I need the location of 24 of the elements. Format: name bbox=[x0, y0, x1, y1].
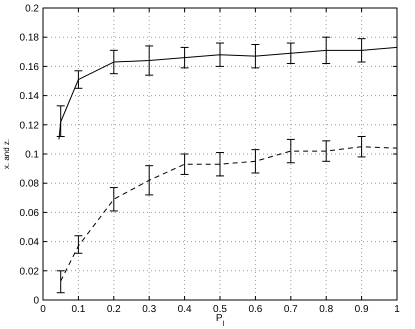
y-tick-label: 0.1 bbox=[25, 150, 40, 160]
y-tick-label: 0.18 bbox=[20, 32, 40, 44]
x-tick-label: 0.7 bbox=[284, 304, 298, 315]
y-axis-title: x. and z. bbox=[2, 138, 11, 170]
y-tick-label: 0 bbox=[33, 296, 40, 306]
y-tick-label: 0.06 bbox=[20, 208, 40, 219]
x-tick-label: 0.4 bbox=[178, 304, 192, 315]
x-tick-label: 0.3 bbox=[142, 304, 157, 315]
x-tick-label: 0 bbox=[40, 304, 46, 315]
x-tick-label: 0.5 bbox=[213, 304, 228, 315]
y-tick-label: 0.2 bbox=[25, 4, 40, 14]
y-tick-label: 0.14 bbox=[20, 91, 40, 102]
y-tick-label: 0.12 bbox=[20, 120, 40, 132]
y-tick-label: 0.08 bbox=[20, 178, 40, 190]
x-axis-title: P$_{l}$ bbox=[216, 313, 224, 328]
y-tick-label: 0.16 bbox=[20, 62, 40, 73]
x-tick-label: 0.6 bbox=[248, 304, 263, 315]
y-tick-label: 0.04 bbox=[20, 237, 40, 248]
x-tick-label: 0.8 bbox=[319, 304, 334, 315]
x-tick-label: 0.9 bbox=[354, 304, 369, 315]
y-tick-label: 0.02 bbox=[20, 266, 40, 278]
x-tick-label: 1 bbox=[394, 304, 400, 315]
x-tick-label: 0.2 bbox=[106, 304, 122, 315]
x-tick-label: 0.1 bbox=[71, 304, 86, 315]
